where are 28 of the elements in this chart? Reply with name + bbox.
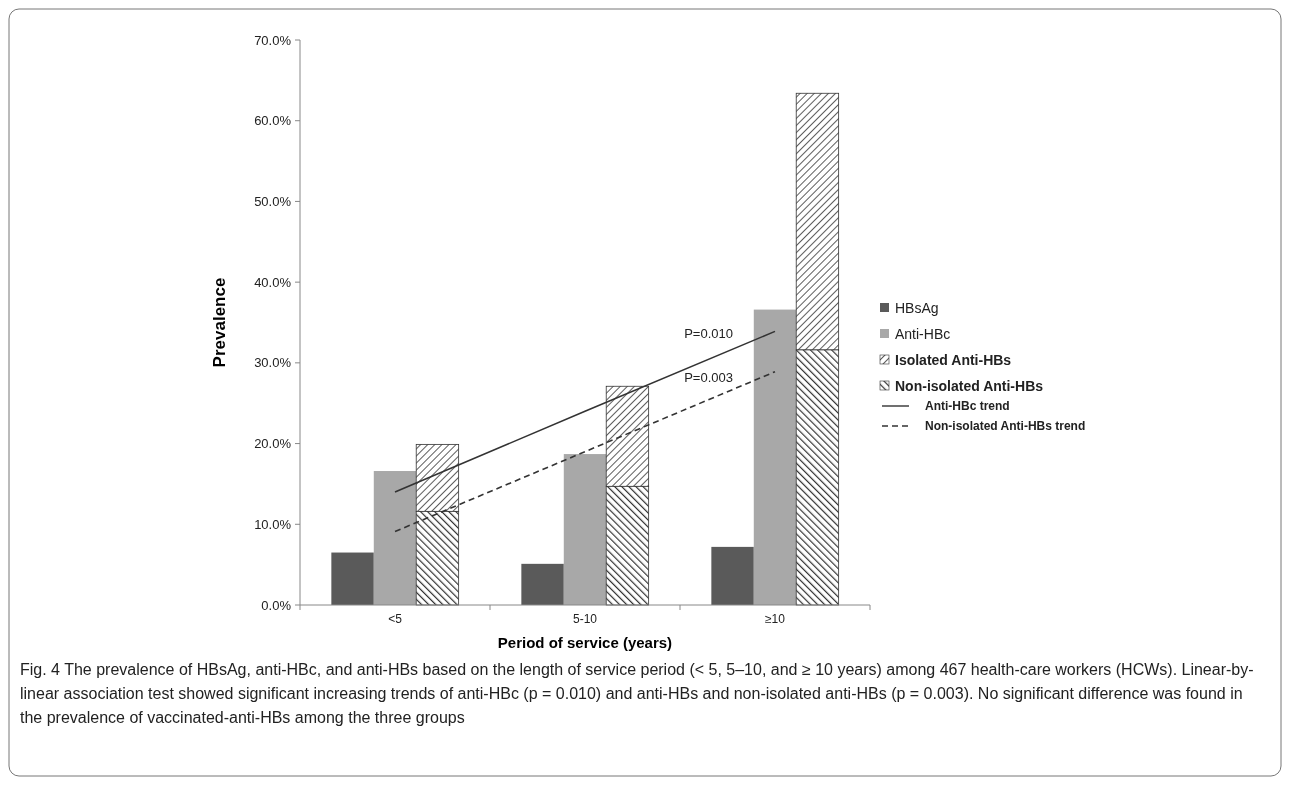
- bar: [711, 546, 754, 605]
- bar: [753, 309, 797, 605]
- annotation: P=0.003: [684, 370, 733, 385]
- annotation: P=0.010: [684, 326, 733, 341]
- legend-label: Non-isolated Anti-HBs trend: [925, 419, 1086, 434]
- bar: [521, 563, 564, 605]
- legend-label: HBsAg: [895, 299, 939, 316]
- y-tick-label: 70.0%: [254, 32, 292, 48]
- y-tick-label: 30.0%: [254, 355, 292, 371]
- y-tick-label: 20.0%: [254, 436, 292, 452]
- caption: Fig. 4 The prevalence of HBsAg, anti-HBc, and anti-HBs based on the length of service period (< 5, 5–10, and ≥ 10 years) among 467 health-care workers (HCWs). Linear-by-linear association test showed significant increasing trends of anti-HBc (p = 0.010) and anti-HBs and non-isolated anti-HBs (p = 0.003). No significant difference was found in the prevalence of vaccinated-anti-HBs among the three groups: [20, 660, 1255, 728]
- legend-label: Anti-HBc: [895, 325, 951, 342]
- y-tick-label: 10.0%: [254, 516, 292, 532]
- legend-label: Isolated Anti-HBs: [895, 351, 1012, 368]
- legend-label: Anti-HBc trend: [925, 399, 1010, 414]
- bar: [563, 454, 607, 605]
- x-tick-label: 5-10: [572, 612, 598, 626]
- x-tick-label: <5: [388, 612, 403, 626]
- y-tick-label: 60.0%: [254, 113, 292, 129]
- x-axis-title: Period of service (years): [497, 634, 673, 651]
- y-tick-label: 0.0%: [261, 597, 292, 613]
- bar: [331, 552, 374, 605]
- y-tick-label: 50.0%: [254, 193, 292, 209]
- bar: [373, 471, 417, 605]
- x-tick-label: ≥10: [765, 612, 786, 626]
- y-tick-label: 40.0%: [254, 274, 292, 290]
- legend-label: Non-isolated Anti-HBs: [895, 377, 1044, 394]
- y-axis-title: Prevalence: [210, 277, 229, 368]
